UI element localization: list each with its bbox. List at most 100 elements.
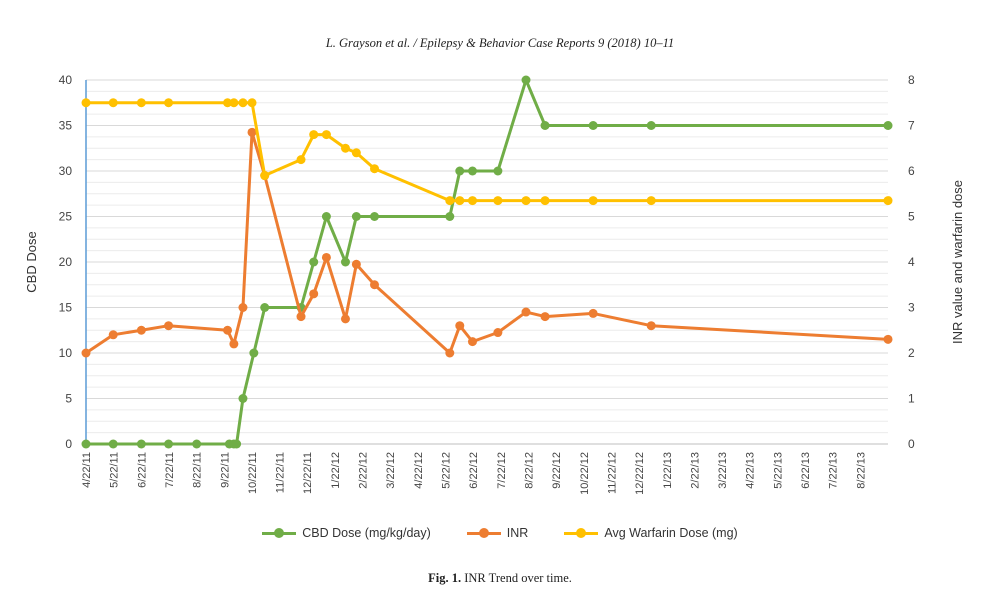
data-point — [340, 314, 350, 324]
data-point — [370, 212, 380, 221]
data-point — [81, 98, 91, 108]
x-tick-label: 5/22/12 — [441, 452, 453, 489]
data-point — [321, 212, 331, 221]
data-point — [108, 439, 118, 449]
data-point — [340, 257, 350, 267]
x-tick-label: 5/22/13 — [772, 452, 784, 489]
x-tick-label: 9/22/12 — [551, 452, 563, 489]
data-point — [309, 289, 319, 299]
data-point — [521, 196, 531, 206]
x-tick-label: 10/22/12 — [579, 452, 591, 495]
data-point — [370, 280, 380, 290]
data-point — [467, 337, 477, 347]
data-point — [493, 196, 503, 206]
data-point — [646, 321, 656, 331]
data-point — [521, 307, 531, 317]
y2-tick-label: 7 — [908, 119, 915, 133]
x-tick-label: 8/22/12 — [523, 452, 535, 489]
y-tick-label: 20 — [59, 255, 73, 269]
x-tick-label: 10/22/11 — [247, 452, 259, 494]
data-point — [232, 439, 242, 449]
left-y-ticks: 0 5 10 15 20 25 30 35 40 — [59, 73, 73, 451]
x-tick-label: 3/22/12 — [385, 452, 397, 489]
series-line — [86, 101, 888, 203]
legend-item-cbd: CBD Dose (mg/kg/day) — [262, 526, 431, 540]
x-tick-label: 11/22/11 — [275, 452, 287, 493]
legend-item-warfarin: Avg Warfarin Dose (mg) — [564, 526, 738, 540]
data-point — [883, 121, 893, 130]
x-tick-label: 2/22/13 — [689, 452, 701, 489]
data-point — [260, 303, 270, 312]
x-tick-label: 3/22/13 — [717, 452, 729, 489]
data-point — [108, 98, 118, 108]
data-point — [229, 339, 239, 349]
y-tick-label: 25 — [59, 210, 73, 224]
x-tick-label: 11/22/12 — [606, 452, 618, 494]
legend: CBD Dose (mg/kg/day) INR Avg Warfarin Do… — [0, 526, 1000, 540]
x-tick-label: 7/22/12 — [496, 452, 508, 489]
x-tick-label: 4/22/11 — [81, 452, 93, 488]
data-point — [467, 166, 477, 176]
x-tick-label: 2/22/12 — [358, 452, 370, 489]
y2-tick-label: 2 — [908, 346, 915, 360]
line-chart: 0 5 10 15 20 25 30 35 40 0 1 2 3 4 5 6 7 8 4/22/11 5/22/1… — [24, 73, 965, 495]
data-point — [521, 75, 531, 85]
data-point — [164, 98, 174, 108]
data-point — [351, 148, 361, 158]
y-tick-label: 5 — [65, 392, 72, 406]
data-point — [321, 252, 331, 262]
x-tick-label: 4/22/13 — [745, 452, 757, 489]
data-point — [296, 312, 306, 322]
data-point — [309, 130, 319, 140]
x-tick-label: 8/22/11 — [192, 452, 204, 488]
y2-tick-label: 1 — [908, 392, 915, 406]
data-point — [238, 394, 248, 403]
data-point — [646, 196, 656, 206]
data-point — [81, 439, 91, 449]
y2-tick-label: 4 — [908, 255, 915, 269]
legend-label-cbd: CBD Dose (mg/kg/day) — [302, 526, 431, 540]
data-point — [540, 121, 550, 130]
legend-swatch-inr — [466, 527, 501, 539]
series-2 — [81, 98, 893, 206]
data-point — [455, 196, 465, 206]
data-point — [136, 325, 146, 335]
data-point — [493, 166, 503, 176]
x-tick-label: 7/22/11 — [164, 452, 176, 488]
gridlines — [86, 79, 888, 445]
x-tick-label: 12/22/12 — [634, 452, 646, 495]
data-point — [370, 164, 380, 174]
x-tick-label: 6/22/13 — [800, 452, 812, 489]
data-point — [455, 321, 465, 331]
data-point — [136, 439, 146, 449]
data-point — [646, 121, 656, 130]
y-tick-label: 0 — [65, 437, 72, 451]
data-point — [247, 127, 257, 137]
data-point — [445, 196, 455, 206]
y2-tick-label: 5 — [908, 210, 915, 224]
data-point — [445, 348, 455, 358]
data-point — [540, 312, 550, 322]
x-tick-label: 1/22/12 — [330, 452, 342, 489]
x-tick-label: 5/22/11 — [109, 452, 121, 488]
data-point — [309, 257, 319, 267]
data-point — [238, 303, 248, 312]
y-tick-label: 30 — [59, 164, 73, 178]
data-point — [351, 259, 361, 269]
legend-swatch-warfarin — [564, 527, 599, 539]
y2-tick-label: 6 — [908, 164, 915, 178]
data-point — [238, 98, 248, 108]
right-y-ticks: 0 1 2 3 4 5 6 7 8 — [908, 73, 915, 451]
series-1 — [81, 127, 893, 358]
y-tick-label: 15 — [59, 301, 73, 315]
journal-header: L. Grayson et al. / Epilepsy & Behavior … — [325, 36, 675, 50]
data-point — [81, 348, 91, 358]
data-point — [445, 212, 455, 221]
data-point — [883, 196, 893, 206]
data-point — [192, 439, 202, 449]
series-0 — [81, 75, 893, 449]
right-y-axis-label: INR value and warfarin dose — [950, 180, 965, 344]
legend-label-warfarin: Avg Warfarin Dose (mg) — [604, 526, 738, 540]
data-point — [588, 196, 598, 206]
caption-text: INR Trend over time. — [464, 571, 572, 585]
